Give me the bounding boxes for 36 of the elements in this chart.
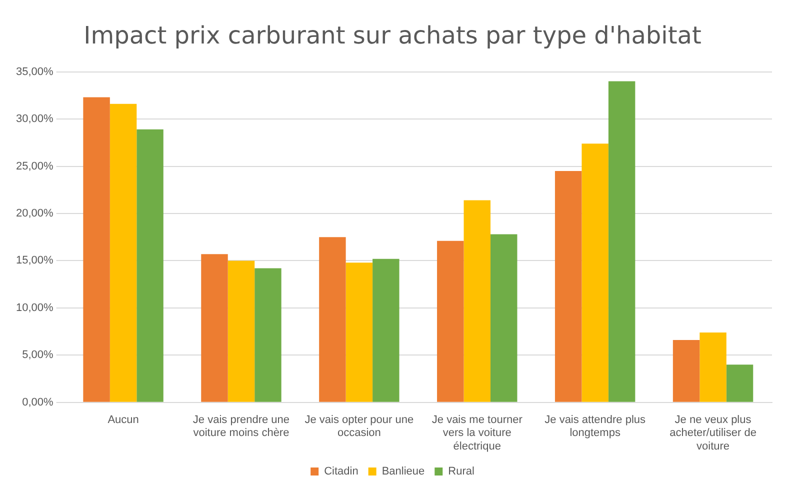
bar (346, 262, 373, 402)
bar (228, 260, 255, 402)
bar (254, 268, 282, 402)
bar (201, 254, 228, 402)
bar (672, 340, 700, 402)
y-tick-label: 25,00% (16, 160, 54, 172)
chart-title: Impact prix carburant sur achats par type d'habitat (84, 22, 702, 50)
y-tick-label: 10,00% (16, 302, 54, 314)
bar (700, 332, 726, 402)
y-tick-label: 20,00% (16, 208, 54, 220)
x-tick-label: Je vais opter pour une occasion (304, 414, 414, 440)
y-tick-label: 30,00% (16, 113, 54, 126)
bar (490, 234, 518, 402)
bar (554, 170, 582, 402)
x-tick-label: Je vais prendre une voiture moins chère (192, 414, 290, 440)
x-tick-label: Je ne veux plus acheter/utiliser de voiture (670, 414, 756, 452)
bar (83, 97, 110, 402)
legend-label: Citadin (324, 466, 358, 478)
bar (726, 364, 754, 402)
x-tick-label: Aucun (108, 414, 139, 426)
y-tick-label: 15,00% (16, 254, 54, 267)
bar (464, 200, 490, 402)
bar (582, 144, 608, 402)
legend-label: Rural (448, 466, 474, 478)
x-tick-label: Je vais me tourner vers la voiture électrique (432, 414, 523, 452)
x-tick-label: Je vais attendre plus longtemps (544, 414, 646, 440)
bar (319, 237, 346, 402)
y-tick-label: 5,00% (22, 349, 54, 362)
y-tick-label: 0,00% (22, 396, 54, 408)
bar (110, 104, 137, 402)
bar (437, 240, 464, 402)
bar (608, 81, 636, 402)
legend-label: Banlieue (382, 466, 425, 478)
bar (372, 258, 400, 402)
y-tick-label: 35,00% (16, 66, 54, 78)
bar (136, 129, 164, 402)
